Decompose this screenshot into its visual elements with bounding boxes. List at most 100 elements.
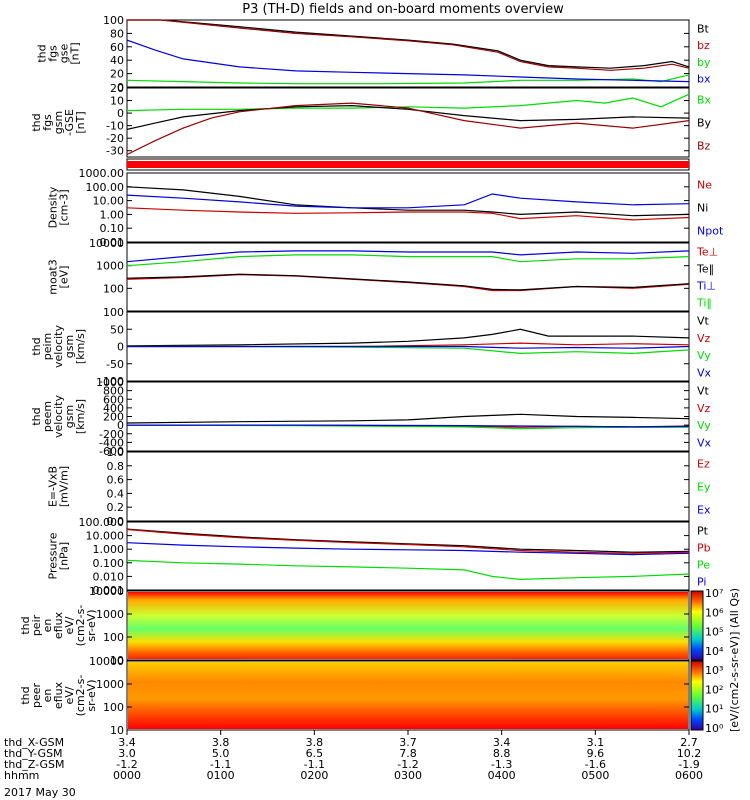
panel-7: 0.00.20.40.60.81.0 E=-VxB[mV/m] Ez Ey Ex <box>47 446 711 528</box>
x-axis-labels: thd_X-GSMthd_Y-GSMthd_Z-GSMhhmm3.43.0-1.… <box>4 730 703 782</box>
y-tick-label: 100.00 <box>86 181 125 194</box>
panel-frame <box>126 19 690 88</box>
y-axis-label: [nT] <box>74 111 87 133</box>
y-tick-label: 0.001 <box>93 584 125 597</box>
y-tick-label: 0.0 <box>107 515 125 528</box>
legend-entry: Ey <box>697 481 711 494</box>
y-axis-label: [nPa] <box>58 542 71 570</box>
series-line-Bz <box>126 102 690 156</box>
y-tick-label: 100 <box>103 701 124 714</box>
y-tick-label: 1.0 <box>107 446 125 459</box>
y-axis-label: thd <box>30 113 43 131</box>
y-axis-label: velocity <box>52 395 65 438</box>
y-tick-label: 10000 <box>89 585 124 598</box>
y-axis-label: Density <box>47 186 60 228</box>
legend-entry: Pb <box>697 542 711 555</box>
y-axis-label: eflux <box>52 681 65 709</box>
y-axis-label: en <box>41 619 54 633</box>
x-tick-label: 8.8 <box>493 747 511 760</box>
legend-entry: Ti⊥ <box>696 280 716 293</box>
x-tick-label: 0000 <box>113 769 141 782</box>
y-axis-label: peer <box>30 683 43 709</box>
x-tick-label: 3.4 <box>118 736 136 749</box>
legend-entry: by <box>697 56 711 69</box>
y-axis-label: thd <box>30 407 43 425</box>
x-axis-row-label: thd_X-GSM <box>4 736 64 749</box>
y-tick-label: 1000 <box>96 260 124 273</box>
x-tick-label: 0600 <box>675 769 703 782</box>
series-line-Ti⊥ <box>126 250 690 263</box>
heatmap-fill <box>128 592 688 659</box>
y-axis-label: peem <box>41 401 54 432</box>
series-line-Te‖ <box>126 273 690 291</box>
series-line-Vx <box>127 424 690 428</box>
y-axis-label: E=-VxB <box>47 466 60 507</box>
y-axis-label: gsm <box>52 111 65 134</box>
y-tick-label: 0 <box>117 341 124 354</box>
y-axis-label: gsm <box>63 335 76 358</box>
y-axis-label: thd <box>30 337 43 355</box>
legend-entry: Bz <box>697 140 711 153</box>
panel-10: 10 100 1000 10000 thdpeerenefluxeV/(cm2-s-sr… <box>19 655 690 737</box>
y-tick-label: 10.000 <box>86 530 125 543</box>
colorbar-tick-label: 10⁶ <box>705 606 724 619</box>
y-tick-label: 0.10 <box>100 222 125 235</box>
x-axis-row-label: thd_Y-GSM <box>4 747 63 760</box>
y-tick-label: 1000 <box>96 608 124 621</box>
y-axis-label: thd <box>19 616 32 634</box>
x-tick-label: -1.3 <box>491 758 512 771</box>
series-line-Bx <box>126 93 690 112</box>
x-tick-label: 3.4 <box>493 736 511 749</box>
y-axis-label: thd <box>36 44 49 62</box>
y-tick-label: -100 <box>99 375 124 388</box>
y-tick-label: 20 <box>110 68 124 81</box>
y-tick-label: 0.01 <box>100 236 125 249</box>
date-label: 2017 May 30 <box>4 786 76 799</box>
x-tick-label: 0400 <box>488 769 516 782</box>
panel-frame <box>126 521 690 591</box>
y-axis-label: [nT] <box>69 42 82 64</box>
x-tick-label: -1.2 <box>116 758 137 771</box>
series-line-Pb <box>126 528 690 554</box>
series-line-by <box>126 74 690 85</box>
x-tick-label: 5.0 <box>212 747 230 760</box>
x-tick-label: -1.1 <box>304 758 325 771</box>
y-tick-label: 20 <box>110 82 124 95</box>
legend-entry: Ez <box>697 458 710 471</box>
y-tick-label: 50 <box>110 323 124 336</box>
legend-entry: By <box>697 117 712 130</box>
y-tick-label: 10 <box>110 654 124 667</box>
x-tick-label: 3.8 <box>212 736 230 749</box>
legend-entry: Bx <box>697 94 712 107</box>
series-line-Npot <box>126 193 690 209</box>
x-tick-label: -1.1 <box>210 758 231 771</box>
x-tick-label: 7.8 <box>399 747 417 760</box>
y-axis-label: en <box>41 689 54 703</box>
y-tick-label: 100 <box>103 306 124 319</box>
y-axis-label: (cm2-s- <box>74 605 87 647</box>
x-tick-label: -1.9 <box>678 758 699 771</box>
y-tick-label: 60 <box>110 41 124 54</box>
y-axis-label: peim <box>41 333 54 361</box>
y-axis-label: sr-eV) <box>85 609 98 641</box>
legend-entry: Bt <box>697 22 710 35</box>
y-axis-label: thd <box>19 686 32 704</box>
colorbar-tick-label: 10⁵ <box>705 626 723 639</box>
y-tick-label: 10000 <box>89 237 124 250</box>
y-axis-label: sr-eV) <box>85 679 98 711</box>
panel-frame <box>126 451 690 522</box>
y-axis-label: [km/s] <box>74 329 87 364</box>
y-tick-label: 100 <box>103 14 124 27</box>
panel-9: 10 100 1000 10000 thdpeirenefluxeV/(cm2-s-sr… <box>19 585 690 667</box>
y-axis-label: Pressure <box>47 532 60 579</box>
x-tick-label: 3.1 <box>587 736 605 749</box>
legend-entry: Vt <box>697 315 710 328</box>
y-tick-label: -400 <box>99 436 124 449</box>
x-axis-row-label: hhmm <box>4 769 39 782</box>
x-tick-label: 3.8 <box>306 736 324 749</box>
y-tick-label: 1000 <box>96 376 124 389</box>
